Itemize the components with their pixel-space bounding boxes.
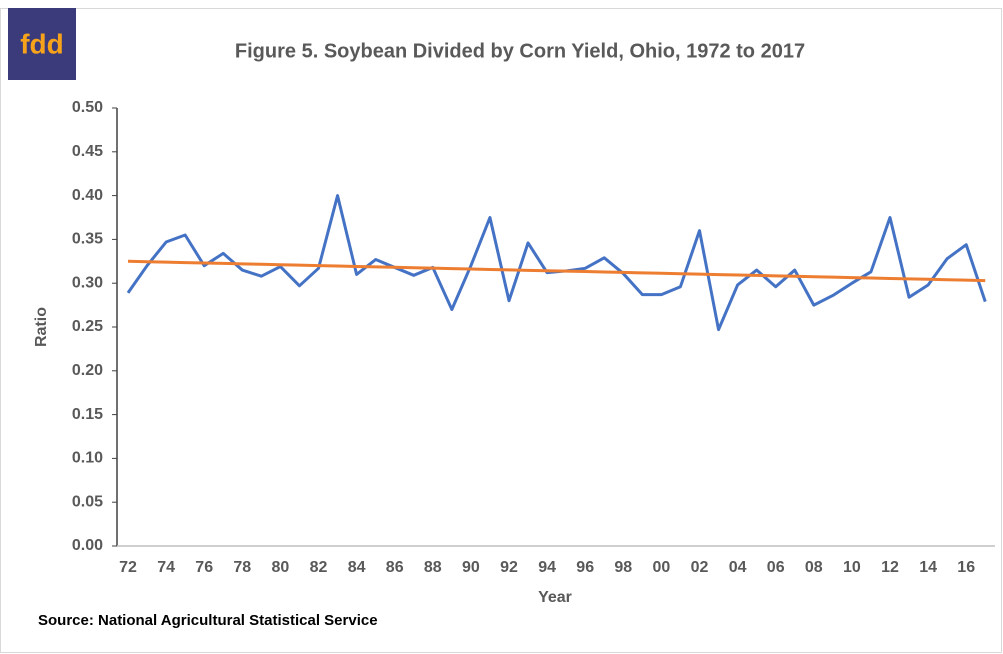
x-axis-label: Year — [538, 589, 572, 606]
x-tick-label: 08 — [805, 559, 823, 576]
x-tick-label: 02 — [691, 559, 709, 576]
x-tick-label: 88 — [424, 559, 442, 576]
x-tick-label: 94 — [538, 559, 556, 576]
x-tick-label: 12 — [881, 559, 899, 576]
y-tick-label: 0.15 — [72, 406, 103, 423]
series-line — [126, 194, 987, 332]
source-note: Source: National Agricultural Statistica… — [38, 612, 378, 629]
series-line — [127, 259, 986, 283]
y-tick-label: 0.35 — [72, 231, 103, 248]
x-tick-label: 04 — [729, 559, 747, 576]
y-tick-label: 0.10 — [72, 450, 103, 467]
y-axis-label: Ratio — [33, 307, 50, 347]
y-tick-label: 0.25 — [72, 318, 103, 335]
logo: fdd — [20, 28, 64, 59]
x-tick-label: 10 — [843, 559, 861, 576]
x-tick-label: 14 — [919, 559, 937, 576]
x-tick-label: 86 — [386, 559, 404, 576]
y-tick-label: 0.40 — [72, 187, 103, 204]
y-tick-label: 0.50 — [72, 99, 103, 116]
x-tick-label: 98 — [614, 559, 632, 576]
x-tick-label: 06 — [767, 559, 785, 576]
x-tick-label: 92 — [500, 559, 518, 576]
x-tick-label: 74 — [157, 559, 175, 576]
x-tick-label: 96 — [576, 559, 594, 576]
chart-title: Figure 5. Soybean Divided by Corn Yield,… — [235, 40, 805, 62]
x-tick-label: 90 — [462, 559, 480, 576]
x-tick-label: 80 — [272, 559, 290, 576]
x-tick-label: 00 — [653, 559, 671, 576]
x-tick-label: 72 — [119, 559, 137, 576]
y-tick-label: 0.45 — [72, 143, 103, 160]
x-tick-label: 82 — [310, 559, 328, 576]
x-tick-label: 16 — [957, 559, 975, 576]
y-tick-label: 0.20 — [72, 362, 103, 379]
x-tick-label: 78 — [233, 559, 251, 576]
frame — [0, 8, 1002, 653]
x-tick-label: 76 — [195, 559, 213, 576]
y-tick-label: 0.00 — [72, 537, 103, 554]
logo-box — [8, 8, 76, 80]
y-tick-label: 0.30 — [72, 274, 103, 291]
y-tick-label: 0.05 — [72, 493, 103, 510]
x-tick-label: 84 — [348, 559, 366, 576]
